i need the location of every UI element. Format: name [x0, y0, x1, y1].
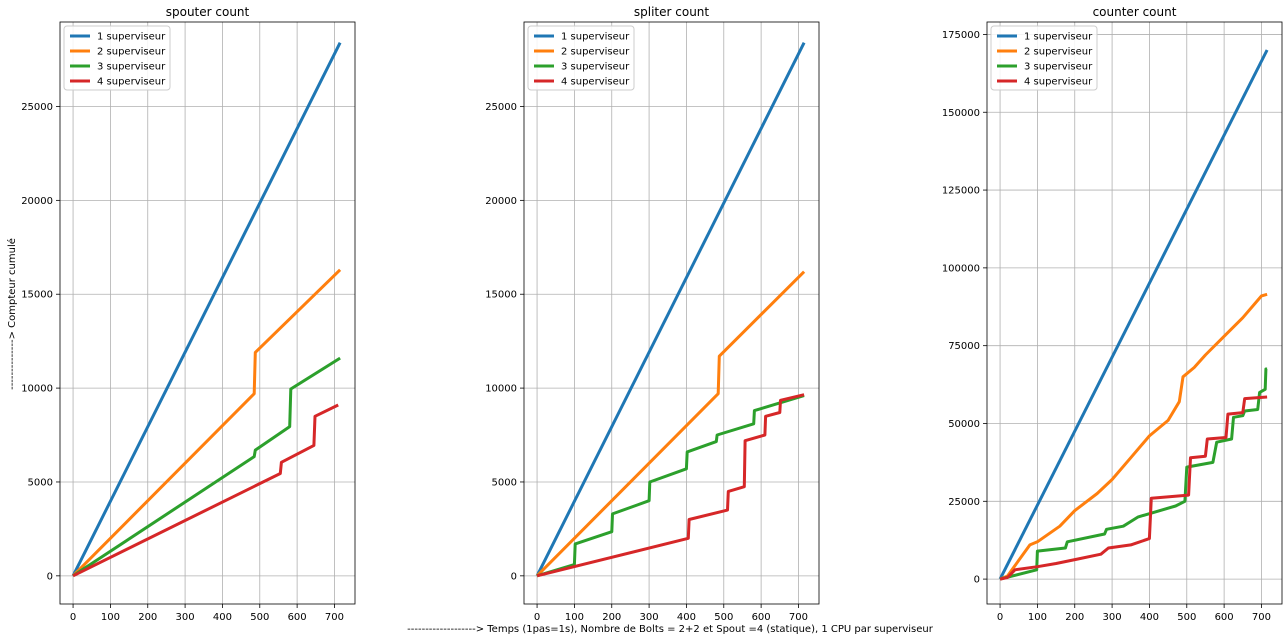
- legend-label: 3 superviseur: [561, 62, 630, 73]
- chart-panel-2: 0 100 200 300 400 500 600 700 0 5000 10000 15000 200…: [485, 5, 820, 623]
- legend-label: 4 superviseur: [97, 77, 166, 88]
- x-tick-label: 0: [534, 612, 540, 623]
- y-tick-label: 25000: [21, 102, 53, 113]
- x-axis-label: -------------------> Temps (1pas=1s), No…: [407, 624, 934, 635]
- chart-panel-1: 0 100 200 300 400 500 600 700 0 5000 10000 15000 200…: [21, 5, 356, 623]
- series-line-3: [72, 356, 341, 578]
- x-tick-label: 300: [176, 612, 195, 623]
- y-tick-label: 25000: [485, 102, 517, 113]
- y-tick-label: 150000: [942, 108, 980, 119]
- chart-title: counter count: [1093, 5, 1177, 19]
- series-line-3: [999, 367, 1268, 581]
- series-line-2: [72, 268, 342, 577]
- x-tick-label: 700: [1252, 612, 1271, 623]
- y-tick-label: 0: [974, 575, 980, 586]
- legend-box: [527, 25, 635, 91]
- x-tick-label: 400: [677, 612, 696, 623]
- series-line-1: [998, 49, 1269, 580]
- x-tick-label: 200: [1065, 612, 1084, 623]
- x-tick-label: 0: [70, 612, 76, 623]
- legend-box: [63, 25, 171, 91]
- legend-box: [990, 25, 1098, 91]
- x-tick-label: 600: [752, 612, 771, 623]
- series-line-2: [536, 270, 806, 577]
- y-tick-label: 125000: [942, 186, 980, 197]
- legend-label: 4 superviseur: [561, 77, 630, 88]
- x-tick-label: 400: [213, 612, 232, 623]
- legend-label: 2 superviseur: [1024, 47, 1093, 58]
- y-tick-label: 5000: [492, 477, 517, 488]
- x-tick-label: 100: [565, 612, 584, 623]
- y-tick-label: 20000: [21, 196, 53, 207]
- x-tick-label: 200: [138, 612, 157, 623]
- legend-label: 1 superviseur: [561, 32, 630, 43]
- legend: 1 superviseur 2 superviseur 3 superviseur 4…: [990, 25, 1098, 91]
- y-tick-label: 25000: [948, 497, 980, 508]
- y-tick-label: 0: [47, 571, 53, 582]
- x-tick-label: 500: [250, 612, 269, 623]
- x-tick-label: 200: [602, 612, 621, 623]
- legend-label: 3 superviseur: [97, 62, 166, 73]
- x-tick-label: 100: [101, 612, 120, 623]
- chart-title: spouter count: [166, 5, 250, 19]
- y-tick-label: 175000: [942, 30, 980, 41]
- series-line-1: [535, 42, 806, 577]
- legend-label: 4 superviseur: [1024, 77, 1093, 88]
- x-tick-label: 300: [640, 612, 659, 623]
- y-tick-label: 75000: [948, 341, 980, 352]
- x-tick-label: 100: [1028, 612, 1047, 623]
- chart-panels: 0 100 200 300 400 500 600 700050001000015000200…: [21, 5, 1283, 623]
- legend-label: 2 superviseur: [97, 47, 166, 58]
- plot-frame: [523, 21, 820, 605]
- x-tick-label: 700: [325, 612, 344, 623]
- x-tick-label: 400: [1140, 612, 1159, 623]
- y-tick-label: 10000: [21, 384, 53, 395]
- series-line-2: [999, 292, 1268, 581]
- series-line-3: [536, 394, 805, 578]
- x-tick-label: 300: [1103, 612, 1122, 623]
- chart-title: spliter count: [634, 5, 710, 19]
- x-tick-label: 700: [789, 612, 808, 623]
- chart-panel-3: 0 100 200 300 400 500 600 700 0 25000 50000 75000 10…: [942, 5, 1283, 623]
- plot-frame: [59, 21, 356, 605]
- y-tick-label: 15000: [485, 290, 517, 301]
- x-tick-label: 500: [714, 612, 733, 623]
- series-line-1: [71, 42, 342, 577]
- y-tick-label: 0: [511, 571, 517, 582]
- y-tick-label: 10000: [485, 384, 517, 395]
- y-tick-label: 50000: [948, 419, 980, 430]
- legend-label: 3 superviseur: [1024, 62, 1093, 73]
- x-tick-label: 600: [288, 612, 307, 623]
- legend: 1 superviseur 2 superviseur 3 superviseur 4…: [63, 25, 171, 91]
- x-tick-label: 0: [997, 612, 1003, 623]
- x-tick-label: 600: [1215, 612, 1234, 623]
- y-axis-label: --------------> Compteur cumulé: [6, 238, 18, 390]
- series-line-4: [536, 393, 805, 578]
- y-tick-label: 15000: [21, 290, 53, 301]
- series-line-4: [72, 403, 339, 578]
- y-tick-label: 20000: [485, 196, 517, 207]
- y-tick-label: 100000: [942, 263, 980, 274]
- plot-frame: [986, 21, 1283, 605]
- legend-label: 2 superviseur: [561, 47, 630, 58]
- y-tick-label: 5000: [28, 477, 53, 488]
- x-tick-label: 500: [1177, 612, 1196, 623]
- legend-label: 1 superviseur: [97, 32, 166, 43]
- series-line-4: [999, 395, 1268, 581]
- legend-label: 1 superviseur: [1024, 32, 1093, 43]
- legend: 1 superviseur 2 superviseur 3 superviseur 4…: [527, 25, 635, 91]
